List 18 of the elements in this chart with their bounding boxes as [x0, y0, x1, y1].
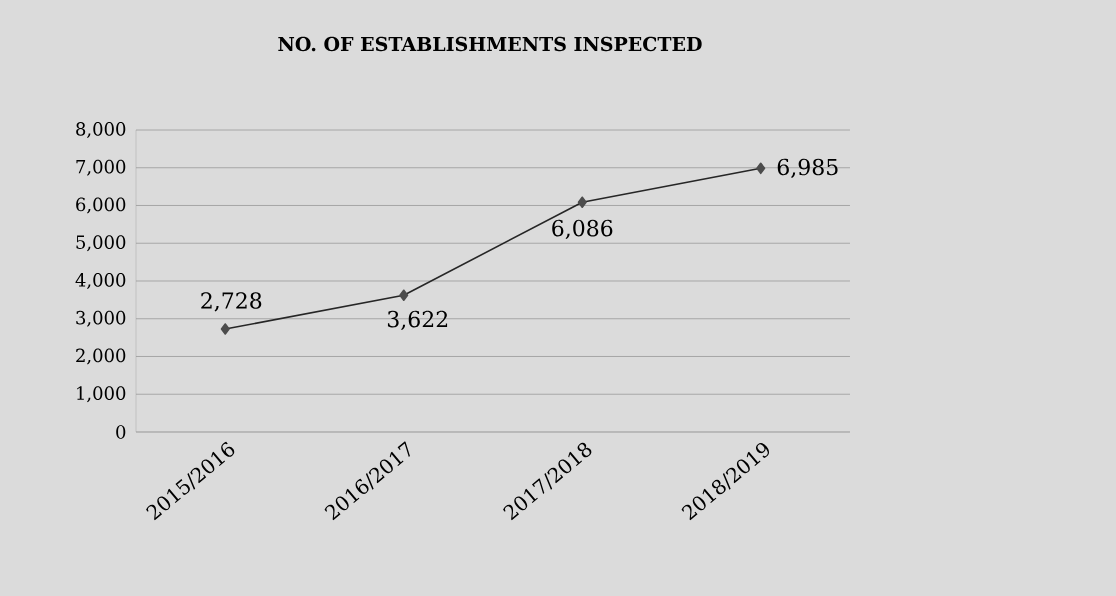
- point: [577, 196, 587, 209]
- point: [756, 162, 766, 175]
- y-tick-label: 0: [116, 425, 126, 439]
- y-tick-label: 6,000: [76, 197, 126, 214]
- chart-title: NO. OF ESTABLISHMENTS INSPECTED: [278, 36, 702, 52]
- y-tick-label: 8,000: [76, 122, 126, 138]
- data-label: 3,622: [387, 310, 448, 331]
- y-tick-label: 4,000: [75, 273, 126, 289]
- data-label: 6,086: [552, 219, 613, 240]
- data-label: 6,985: [777, 158, 838, 178]
- y-tick-label: 2,000: [76, 348, 126, 365]
- data-label: 2,728: [201, 292, 262, 312]
- point: [399, 289, 409, 302]
- y-tick-label: 7,000: [76, 159, 126, 176]
- y-tick-label: 5,000: [76, 235, 126, 252]
- y-tick-label: 1,000: [77, 386, 126, 403]
- point: [220, 323, 230, 335]
- y-tick-label: 3,000: [76, 310, 126, 327]
